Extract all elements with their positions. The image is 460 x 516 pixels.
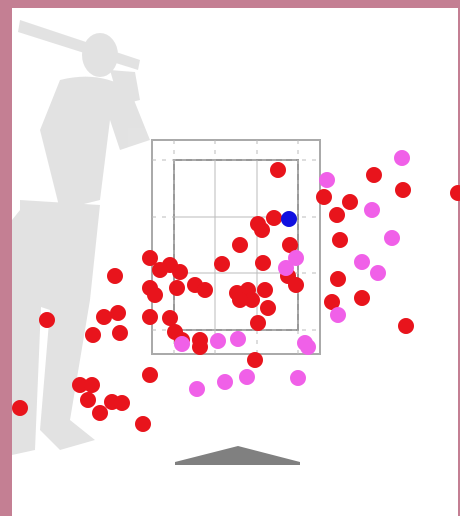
pitch-point <box>162 310 178 326</box>
pitch-point <box>232 237 248 253</box>
pitch-point <box>342 194 358 210</box>
pitch-point <box>278 260 294 276</box>
pitch-point <box>217 374 233 390</box>
pitch-point <box>169 280 185 296</box>
pitch-point <box>319 172 335 188</box>
pitch-point <box>96 309 112 325</box>
pitch-point <box>370 265 386 281</box>
pitch-point <box>281 211 297 227</box>
pitch-point <box>230 331 246 347</box>
pitch-point <box>239 369 255 385</box>
pitch-point <box>192 339 208 355</box>
pitch-point <box>172 264 188 280</box>
pitch-point <box>330 307 346 323</box>
pitch-point <box>214 256 230 272</box>
pitch-point <box>92 405 108 421</box>
pitch-point <box>189 381 205 397</box>
pitch-point <box>257 282 273 298</box>
pitch-point <box>254 222 270 238</box>
pitch-point <box>135 416 151 432</box>
pitch-point <box>398 318 414 334</box>
pitch-point <box>364 202 380 218</box>
pitch-point <box>142 367 158 383</box>
pitch-point <box>354 290 370 306</box>
pitch-point <box>152 262 168 278</box>
pitch-point <box>255 255 271 271</box>
pitch-point <box>394 150 410 166</box>
pitch-point <box>395 182 411 198</box>
pitch-point <box>112 325 128 341</box>
pitch-point <box>332 232 348 248</box>
pitch-point <box>260 300 276 316</box>
pitch-point <box>250 315 266 331</box>
pitch-point <box>39 312 55 328</box>
pitch-point <box>300 339 316 355</box>
pitch-point <box>316 189 332 205</box>
pitch-point <box>384 230 400 246</box>
pitch-point <box>354 254 370 270</box>
pitch-point <box>174 336 190 352</box>
pitch-point <box>232 292 248 308</box>
pitch-point <box>142 309 158 325</box>
pitch-point <box>107 268 123 284</box>
pitch-point <box>85 327 101 343</box>
pitch-point <box>12 400 28 416</box>
pitch-point <box>110 305 126 321</box>
pitch-point <box>80 392 96 408</box>
chart <box>0 0 460 516</box>
pitch-point <box>288 277 304 293</box>
pitch-point <box>366 167 382 183</box>
pitch-point <box>270 162 286 178</box>
pitch-point <box>290 370 306 386</box>
pitch-point <box>84 377 100 393</box>
pitch-point <box>114 395 130 411</box>
pitch-point <box>247 352 263 368</box>
pitch-point <box>210 333 226 349</box>
pitch-point <box>329 207 345 223</box>
pitch-point <box>147 287 163 303</box>
pitch-point <box>330 271 346 287</box>
pitch-point <box>197 282 213 298</box>
pitch-point <box>266 210 282 226</box>
